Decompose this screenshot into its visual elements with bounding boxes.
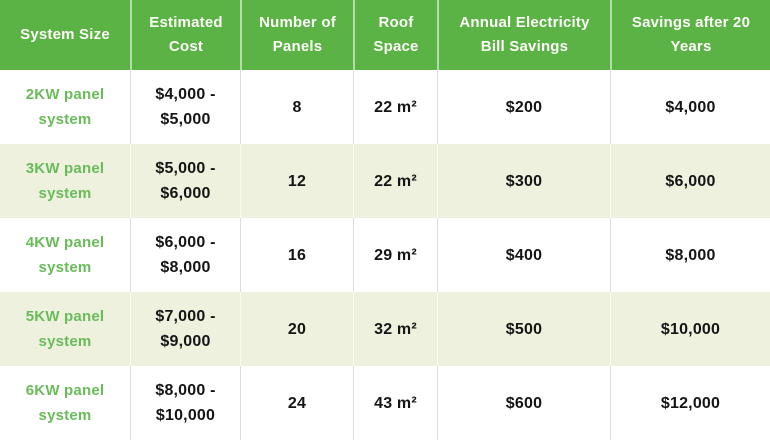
- header-cell-system-size: System Size: [20, 26, 110, 43]
- cell-annual-bill-savings: $300: [437, 144, 610, 218]
- cell-number-of-panels: 12: [240, 144, 353, 218]
- cell-estimated-cost: $5,000 - $6,000: [130, 144, 240, 218]
- cell-roof-space: 32 m²: [353, 292, 437, 366]
- cell-roof-space: 43 m²: [353, 366, 437, 440]
- cell-savings-20-years: $12,000: [610, 366, 770, 440]
- cell-number-of-panels: 16: [240, 218, 353, 292]
- cell-annual-bill-savings: $500: [437, 292, 610, 366]
- cell-system-size: 3KW panel system: [25, 160, 105, 202]
- header-cell-number-of-panels: Number of Panels: [240, 0, 353, 70]
- cell-estimated-cost: $6,000 - $8,000: [130, 218, 240, 292]
- cell-savings-20-years: $6,000: [610, 144, 770, 218]
- cell-number-of-panels: 20: [240, 292, 353, 366]
- cell-number-of-panels: 8: [240, 70, 353, 144]
- table-header-row: System Size Estimated Cost Number of Pan…: [0, 0, 770, 70]
- header-cell-roof-space: Roof Space: [353, 0, 437, 70]
- cell-estimated-cost: $4,000 - $5,000: [130, 70, 240, 144]
- cell-savings-20-years: $4,000: [610, 70, 770, 144]
- cell-annual-bill-savings: $600: [437, 366, 610, 440]
- cell-system-size: 6KW panel system: [25, 382, 105, 424]
- cell-system-size: 5KW panel system: [25, 308, 105, 350]
- cell-savings-20-years: $8,000: [610, 218, 770, 292]
- cell-annual-bill-savings: $200: [437, 70, 610, 144]
- cell-savings-20-years: $10,000: [610, 292, 770, 366]
- cell-annual-bill-savings: $400: [437, 218, 610, 292]
- table-row: 5KW panel system $7,000 - $9,000 20 32 m…: [0, 292, 770, 366]
- cell-number-of-panels: 24: [240, 366, 353, 440]
- cell-estimated-cost: $7,000 - $9,000: [130, 292, 240, 366]
- cell-system-size: 2KW panel system: [25, 86, 105, 128]
- cell-system-size: 4KW panel system: [25, 234, 105, 276]
- cell-roof-space: 29 m²: [353, 218, 437, 292]
- table-row: 2KW panel system $4,000 - $5,000 8 22 m²…: [0, 70, 770, 144]
- header-cell-annual-bill-savings: Annual Electricity Bill Savings: [437, 0, 610, 70]
- cell-roof-space: 22 m²: [353, 144, 437, 218]
- table-row: 6KW panel system $8,000 - $10,000 24 43 …: [0, 366, 770, 440]
- header-cell-estimated-cost: Estimated Cost: [130, 0, 240, 70]
- header-cell-savings-20-years: Savings after 20 Years: [610, 0, 770, 70]
- table-row: 4KW panel system $6,000 - $8,000 16 29 m…: [0, 218, 770, 292]
- cell-estimated-cost: $8,000 - $10,000: [130, 366, 240, 440]
- table-row: 3KW panel system $5,000 - $6,000 12 22 m…: [0, 144, 770, 218]
- cell-roof-space: 22 m²: [353, 70, 437, 144]
